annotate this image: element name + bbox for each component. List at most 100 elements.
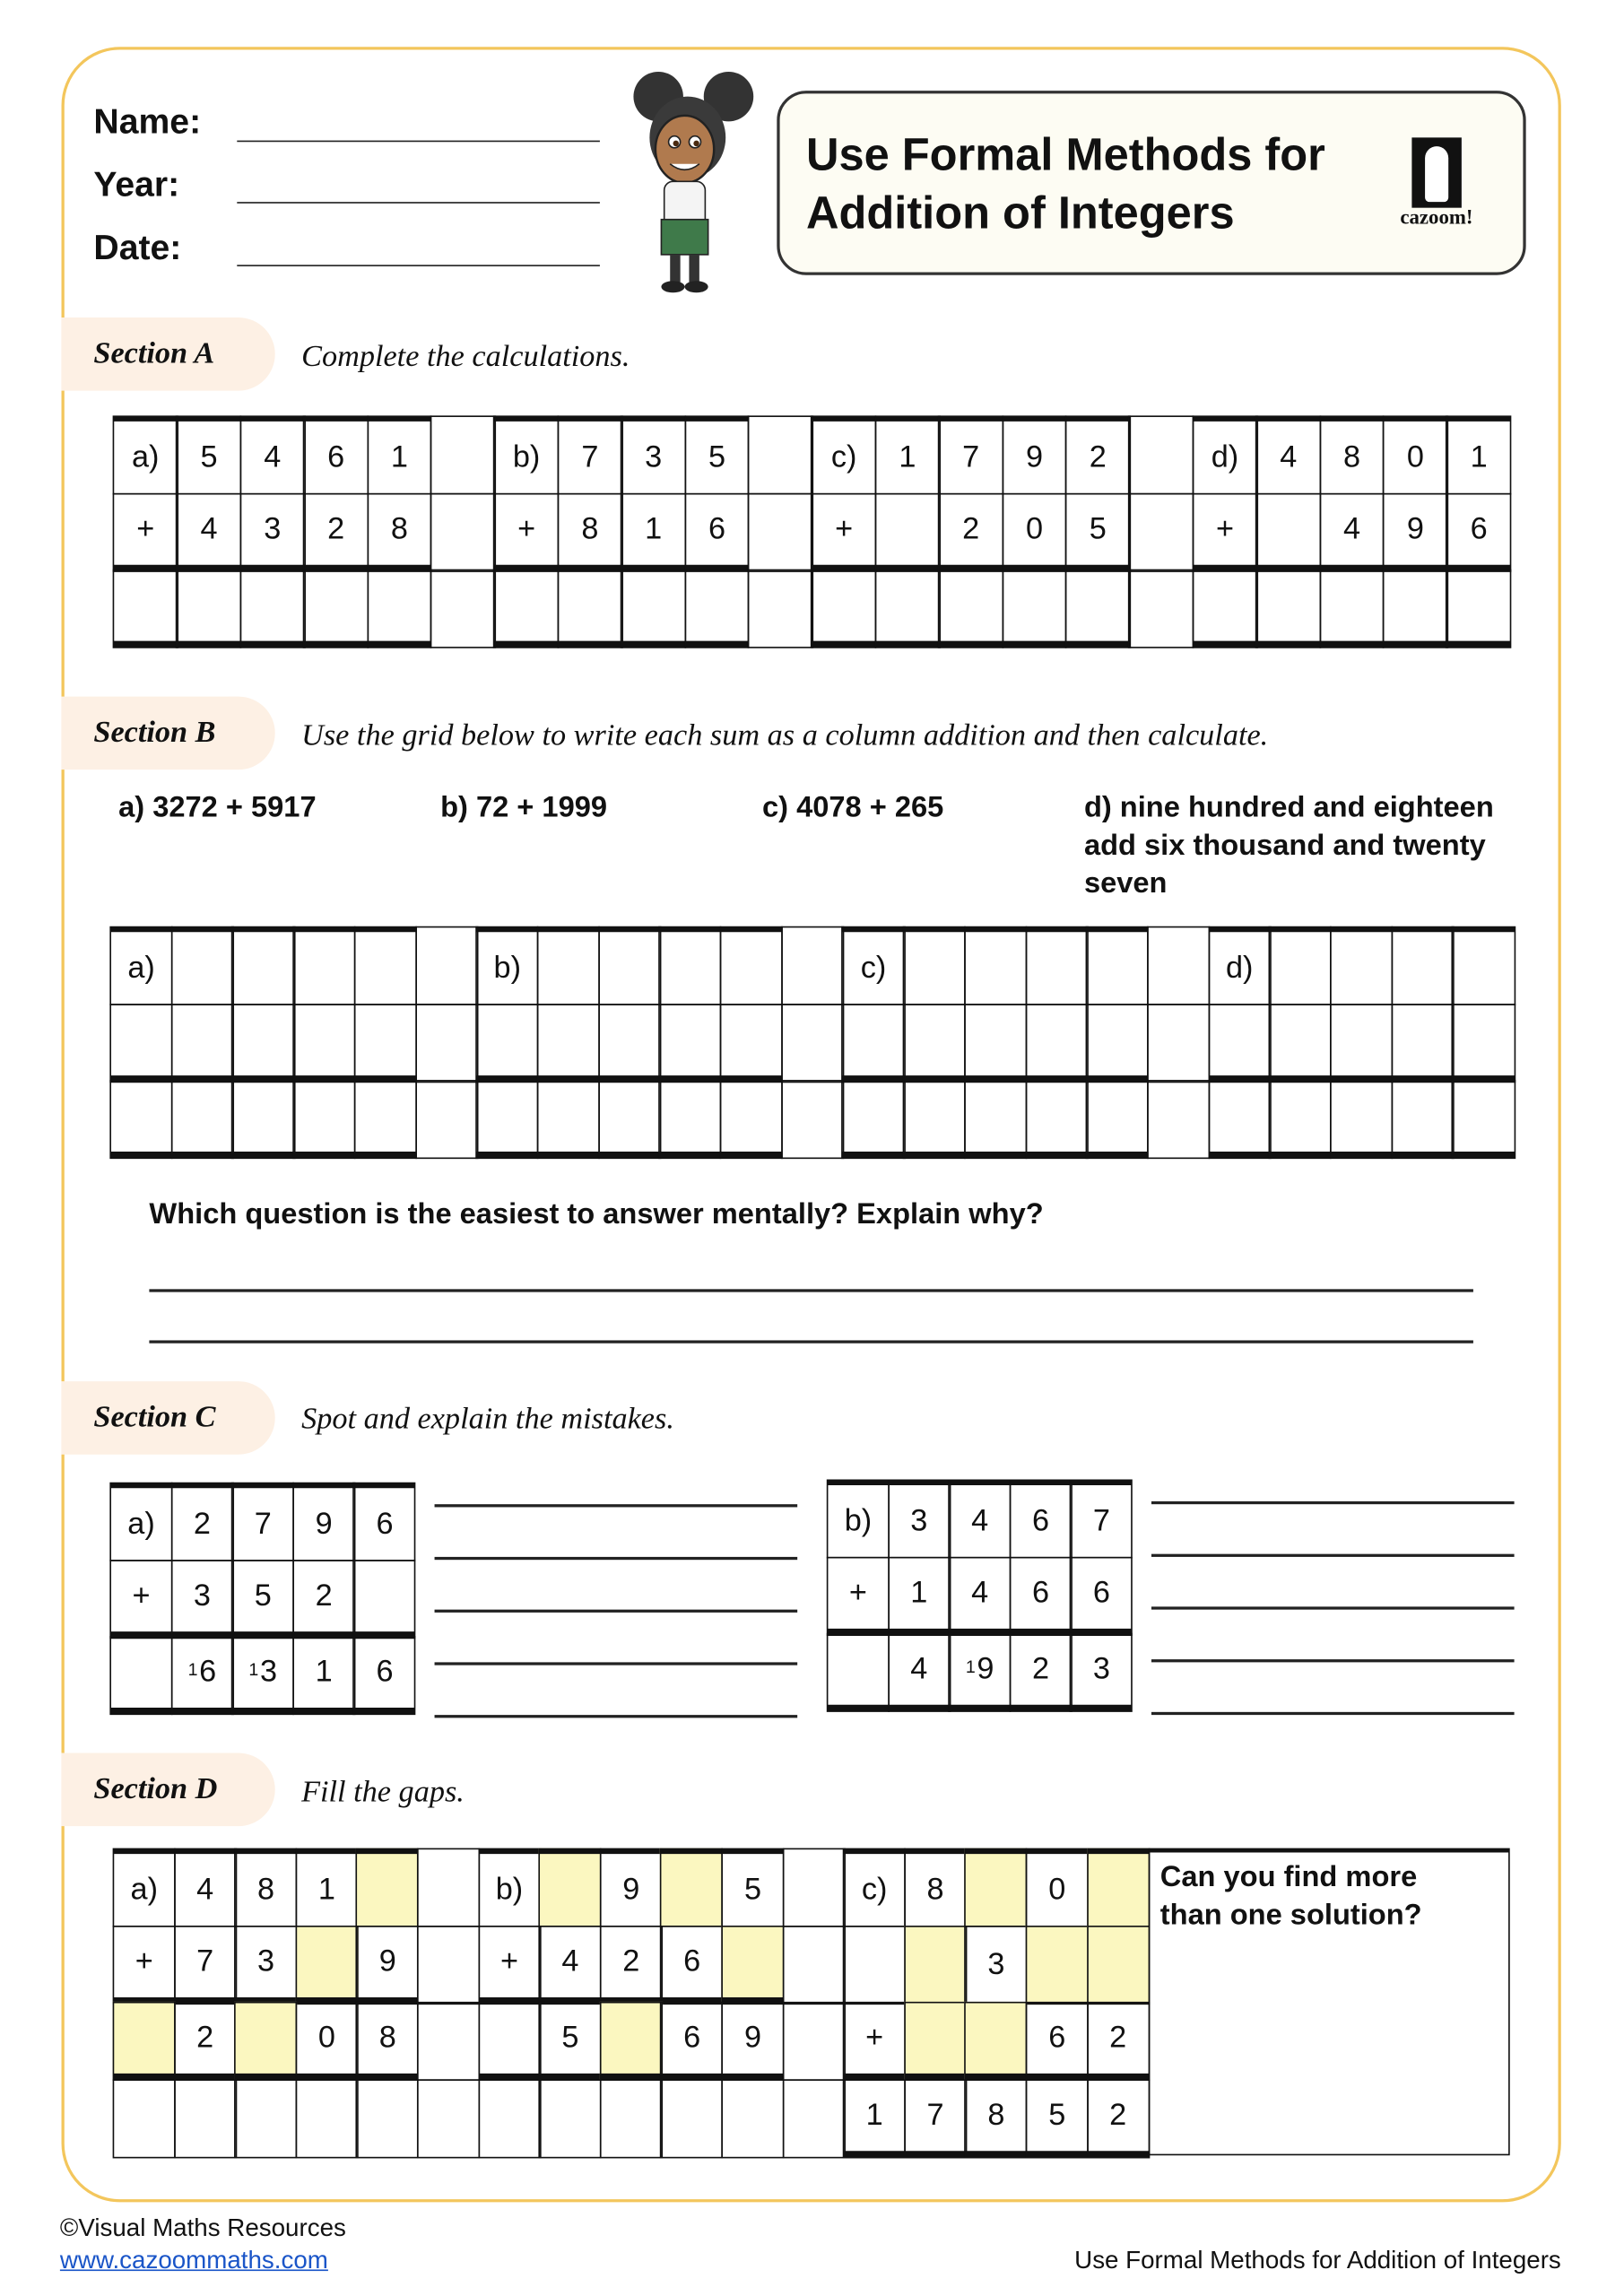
- digit-cell[interactable]: 3: [239, 491, 306, 572]
- missing-digit-cell[interactable]: [721, 1925, 785, 2005]
- answer-cell[interactable]: [597, 1003, 662, 1083]
- answer-cell[interactable]: [963, 1080, 1028, 1160]
- digit-cell[interactable]: 5: [538, 2001, 603, 2081]
- explanation-line[interactable]: [1151, 1606, 1515, 1610]
- digit-cell[interactable]: 7: [903, 2078, 968, 2158]
- answer-cell[interactable]: [1330, 926, 1394, 1005]
- answer-cell[interactable]: [475, 1080, 540, 1160]
- digit-cell[interactable]: 4: [1255, 415, 1322, 495]
- digit-cell[interactable]: 5: [721, 1848, 785, 1927]
- digit-cell[interactable]: 1: [887, 1556, 951, 1636]
- answer-cell[interactable]: [109, 1636, 173, 1716]
- digit-cell[interactable]: 8: [557, 491, 623, 572]
- missing-digit-cell[interactable]: [1086, 1848, 1150, 1927]
- answer-cell[interactable]: [292, 1080, 356, 1160]
- digit-cell[interactable]: 6: [303, 415, 369, 495]
- digit-cell[interactable]: b): [475, 926, 540, 1005]
- answer-cell[interactable]: [234, 2078, 298, 2158]
- answer-cell[interactable]: [536, 1003, 601, 1083]
- digit-cell[interactable]: 2: [1086, 2001, 1150, 2081]
- answer-line[interactable]: [149, 1340, 1473, 1344]
- digit-cell[interactable]: 5: [176, 415, 242, 495]
- answer-cell[interactable]: [1452, 1003, 1515, 1083]
- answer-cell[interactable]: [719, 1080, 784, 1160]
- digit-cell[interactable]: 9: [721, 2001, 785, 2081]
- digit-cell[interactable]: d): [1192, 415, 1258, 495]
- answer-cell[interactable]: [1207, 1080, 1272, 1160]
- missing-digit-cell[interactable]: [234, 2001, 298, 2081]
- answer-cell[interactable]: [1452, 1080, 1515, 1160]
- answer-cell[interactable]: [353, 1003, 417, 1083]
- answer-cell[interactable]: [292, 926, 356, 1005]
- answer-cell[interactable]: [938, 569, 1004, 648]
- answer-cell[interactable]: [1192, 569, 1258, 648]
- digit-cell[interactable]: 6: [352, 1636, 417, 1716]
- answer-cell[interactable]: [170, 926, 234, 1005]
- missing-digit-cell[interactable]: [1025, 1925, 1089, 2005]
- digit-cell[interactable]: 7: [557, 415, 623, 495]
- answer-cell[interactable]: [1024, 1003, 1089, 1083]
- answer-cell[interactable]: [366, 569, 433, 648]
- answer-cell[interactable]: [1452, 926, 1515, 1005]
- explanation-line[interactable]: [1151, 1553, 1515, 1557]
- answer-cell[interactable]: [1391, 926, 1455, 1005]
- digit-cell[interactable]: +: [843, 2001, 907, 2081]
- answer-cell[interactable]: [475, 1003, 540, 1083]
- digit-cell[interactable]: 6: [683, 491, 751, 572]
- answer-cell[interactable]: [719, 926, 784, 1005]
- digit-cell[interactable]: +: [493, 491, 560, 572]
- digit-cell[interactable]: 2: [1009, 1632, 1073, 1712]
- explanation-line[interactable]: [434, 1715, 798, 1718]
- digit-cell[interactable]: 5: [1064, 491, 1131, 572]
- digit-cell[interactable]: 3: [1070, 1632, 1133, 1712]
- digit-cell[interactable]: 4: [176, 491, 242, 572]
- answer-cell[interactable]: [1064, 569, 1131, 648]
- answer-cell[interactable]: [170, 1080, 234, 1160]
- digit-cell[interactable]: 3: [964, 1925, 1029, 2005]
- missing-digit-cell[interactable]: [964, 1848, 1029, 1927]
- answer-cell[interactable]: [112, 2078, 176, 2158]
- answer-cell[interactable]: [477, 2001, 542, 2081]
- answer-cell[interactable]: [1268, 926, 1333, 1005]
- website-link[interactable]: www.cazoommaths.com: [59, 2246, 328, 2274]
- digit-cell[interactable]: c): [841, 926, 906, 1005]
- digit-cell[interactable]: 9: [291, 1482, 356, 1561]
- answer-cell[interactable]: [811, 569, 877, 648]
- missing-digit-cell[interactable]: [903, 2001, 968, 2081]
- missing-digit-cell[interactable]: [295, 1925, 359, 2005]
- year-field[interactable]: [237, 202, 600, 204]
- answer-cell[interactable]: [874, 491, 941, 572]
- answer-cell[interactable]: [1330, 1080, 1394, 1160]
- digit-cell[interactable]: 4: [948, 1479, 1012, 1559]
- digit-cell[interactable]: 2: [303, 491, 369, 572]
- digit-cell[interactable]: +: [477, 1925, 542, 2005]
- answer-cell[interactable]: [1268, 1080, 1333, 1160]
- answer-cell[interactable]: [683, 569, 751, 648]
- digit-cell[interactable]: 6: [1009, 1479, 1073, 1559]
- digit-cell[interactable]: +: [112, 1925, 176, 2005]
- digit-cell[interactable]: 3: [621, 415, 687, 495]
- digit-cell[interactable]: 6: [1446, 491, 1512, 572]
- digit-cell[interactable]: 8: [964, 2078, 1029, 2158]
- digit-cell[interactable]: 4: [239, 415, 306, 495]
- missing-digit-cell[interactable]: [356, 1848, 420, 1927]
- answer-cell[interactable]: [874, 569, 941, 648]
- answer-cell[interactable]: [1318, 569, 1385, 648]
- answer-cell[interactable]: [1391, 1080, 1455, 1160]
- answer-cell[interactable]: [658, 926, 723, 1005]
- answer-cell[interactable]: [1085, 926, 1150, 1005]
- digit-cell[interactable]: 4: [948, 1556, 1012, 1636]
- answer-cell[interactable]: [658, 1080, 723, 1160]
- digit-cell[interactable]: 0: [1001, 491, 1068, 572]
- answer-cell[interactable]: [660, 2078, 724, 2158]
- answer-cell[interactable]: [538, 2078, 603, 2158]
- digit-cell[interactable]: 6: [1025, 2001, 1089, 2081]
- digit-cell[interactable]: 2: [599, 1925, 663, 2005]
- answer-cell[interactable]: [173, 2078, 237, 2158]
- digit-cell[interactable]: 7: [938, 415, 1004, 495]
- answer-cell[interactable]: [621, 569, 687, 648]
- answer-cell[interactable]: [493, 569, 560, 648]
- digit-cell[interactable]: 1: [621, 491, 687, 572]
